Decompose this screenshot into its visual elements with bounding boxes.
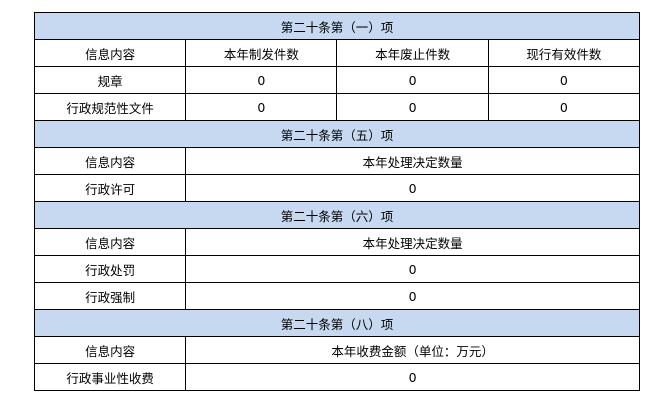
column-header-row: 信息内容 本年收费金额（单位：万元） [33, 336, 640, 364]
table-row: 行政许可 0 [33, 174, 640, 202]
cell-value: 0 [185, 255, 640, 283]
cell-value: 0 [336, 93, 489, 121]
table-row: 规章 0 0 0 [33, 66, 641, 94]
cell-value: 0 [487, 66, 641, 94]
cell-value: 0 [185, 93, 338, 121]
column-header: 信息内容 [33, 147, 187, 175]
column-header-row: 信息内容 本年制发件数 本年废止件数 现行有效件数 [33, 39, 641, 67]
column-header: 现行有效件数 [487, 39, 641, 67]
column-header: 本年废止件数 [336, 39, 489, 67]
section-header-row: 第二十条第（六）项 [34, 201, 640, 229]
column-header-row: 信息内容 本年处理决定数量 [33, 228, 640, 256]
section-title: 第二十条第（六）项 [34, 201, 640, 229]
section-title: 第二十条第（五）项 [34, 120, 640, 148]
column-header-row: 信息内容 本年处理决定数量 [33, 147, 640, 175]
section-header-row: 第二十条第（八）项 [34, 309, 640, 337]
section-title: 第二十条第（一）项 [34, 12, 640, 40]
cell-value: 0 [185, 363, 640, 391]
row-label: 规章 [33, 66, 187, 94]
table-row: 行政处罚 0 [33, 255, 640, 283]
section-header-row: 第二十条第（一）项 [34, 12, 640, 40]
cell-value: 0 [185, 282, 640, 310]
row-label: 行政处罚 [33, 255, 187, 283]
column-header: 本年收费金额（单位：万元） [185, 336, 640, 364]
row-label: 行政强制 [33, 282, 187, 310]
table-row: 行政强制 0 [33, 282, 640, 310]
column-header: 信息内容 [33, 336, 187, 364]
row-label: 行政许可 [33, 174, 187, 202]
cell-value: 0 [185, 66, 338, 94]
table-row: 行政规范性文件 0 0 0 [33, 93, 641, 121]
section-title: 第二十条第（八）项 [34, 309, 640, 337]
disclosure-table: 第二十条第（一）项 信息内容 本年制发件数 本年废止件数 现行有效件数 规章 0 0 0 行政规范… [33, 12, 641, 391]
cell-value: 0 [336, 66, 489, 94]
column-header: 本年处理决定数量 [185, 147, 640, 175]
section-header-row: 第二十条第（五）项 [34, 120, 640, 148]
column-header: 本年处理决定数量 [185, 228, 640, 256]
column-header: 信息内容 [33, 228, 187, 256]
cell-value: 0 [185, 174, 640, 202]
table-row: 行政事业性收费 0 [33, 363, 640, 391]
row-label: 行政规范性文件 [33, 93, 187, 121]
column-header: 信息内容 [33, 39, 187, 67]
row-label: 行政事业性收费 [33, 363, 187, 391]
column-header: 本年制发件数 [185, 39, 338, 67]
cell-value: 0 [487, 93, 641, 121]
